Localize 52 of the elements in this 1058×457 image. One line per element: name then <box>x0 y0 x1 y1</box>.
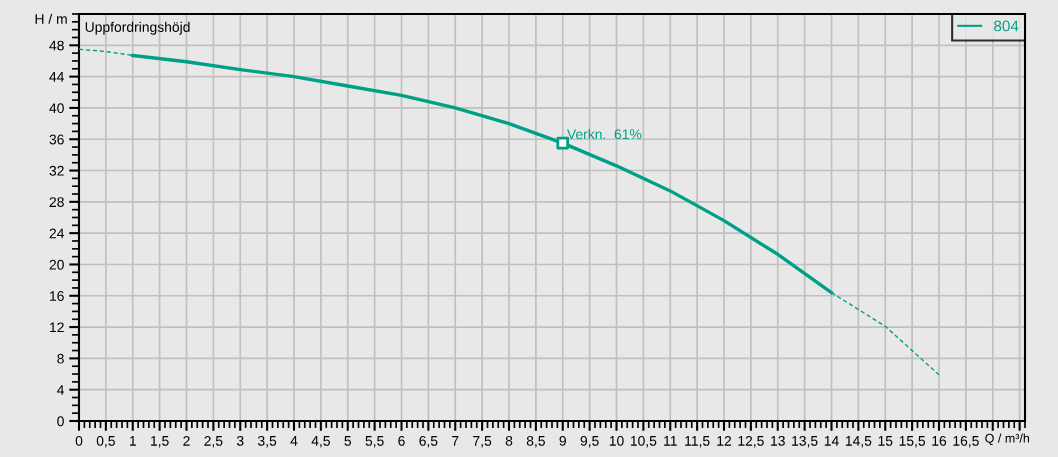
x-tick-label: 7 <box>452 436 459 446</box>
y-tick-label: 4 <box>57 385 65 395</box>
y-tick-label: 16 <box>50 291 64 301</box>
x-tick-label: 0,5 <box>96 435 115 448</box>
x-tick-label: 1,5 <box>151 436 169 448</box>
y-tick-label: 20 <box>49 259 64 270</box>
y-tick-label: 12 <box>50 322 64 333</box>
x-tick-label: 11 <box>664 436 677 446</box>
x-tick-label: 14,5 <box>845 436 872 448</box>
x-tick-label: 14 <box>824 436 839 446</box>
x-tick-label: 7,5 <box>473 436 492 448</box>
x-tick-label: 16 <box>932 435 947 446</box>
x-tick-label: 1 <box>129 436 136 446</box>
y-tick-label: 28 <box>49 197 64 208</box>
x-tick-label: 11,5 <box>685 436 710 448</box>
y-tick-label: 36 <box>49 134 64 145</box>
x-tick-label: 6,5 <box>419 435 438 448</box>
x-tick-label: 15,5 <box>899 436 926 448</box>
y-tick-label: 44 <box>49 72 65 82</box>
x-tick-label: 3 <box>236 435 244 446</box>
x-tick-label: 8 <box>505 435 513 446</box>
annotation: Verkn. 61% <box>566 128 642 140</box>
x-tick-label: 8,5 <box>526 435 545 448</box>
y-tick-label: 0 <box>57 416 64 427</box>
y-tick-label: 24 <box>49 228 65 239</box>
x-tick-label: 10 <box>609 435 624 446</box>
x-tick-label: 13 <box>771 435 785 446</box>
y-tick-label: 48 <box>49 40 64 51</box>
x-tick-label: 2,5 <box>204 435 223 448</box>
x-tick-label: 16,5 <box>953 435 979 448</box>
x-tick-label: 13,5 <box>792 435 818 448</box>
x-tick-label: 5 <box>344 436 352 446</box>
y-axis-title: H / m <box>35 13 67 24</box>
y-tick-label: 32 <box>49 165 64 176</box>
x-tick-label: 4 <box>290 436 298 446</box>
x-tick-label: 9,5 <box>580 435 599 448</box>
annotation: Uppfordringshöjd <box>85 21 190 35</box>
x-axis-title: Q / m³/h <box>985 433 1030 445</box>
x-tick-label: 10,5 <box>630 435 657 448</box>
x-tick-label: 4,5 <box>311 436 330 448</box>
legend-label: 804 <box>994 20 1019 32</box>
x-tick-label: 6 <box>398 435 405 446</box>
x-tick-label: 9 <box>559 435 566 446</box>
x-tick-label: 0 <box>75 435 83 446</box>
y-tick-label: 8 <box>57 353 64 364</box>
x-tick-label: 3,5 <box>258 435 277 448</box>
x-tick-label: 15 <box>878 436 893 446</box>
x-tick-label: 12 <box>717 435 732 446</box>
x-tick-label: 12,5 <box>738 435 764 448</box>
x-tick-label: 2 <box>183 435 190 446</box>
x-tick-label: 5,5 <box>365 436 384 448</box>
y-tick-label: 40 <box>49 103 64 114</box>
